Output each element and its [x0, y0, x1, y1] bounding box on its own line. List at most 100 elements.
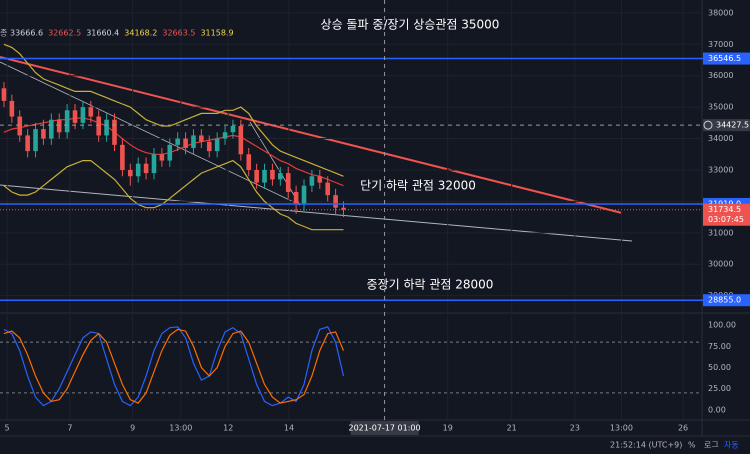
y-tick-label: 37000 [708, 40, 733, 49]
percent-button[interactable]: % [688, 441, 696, 450]
osc-tick-label: 75.00 [708, 342, 731, 351]
indicator-value: 33666.6 [10, 29, 43, 38]
x-tick-label: 23 [570, 424, 580, 433]
candle-body [262, 169, 267, 183]
auto-button[interactable]: 자동 [724, 441, 739, 450]
candle-body [317, 176, 323, 183]
osc-line [3, 326, 345, 407]
indicator-value: 32662.5 [48, 29, 81, 38]
candle-body [159, 154, 165, 161]
x-tick-label: 13:00 [610, 424, 633, 433]
y-tick-label: 36000 [708, 71, 733, 80]
level-label: 36546.5 [708, 54, 741, 63]
candle-body [64, 110, 70, 133]
candle-body [309, 176, 315, 186]
candle-body [1, 88, 7, 101]
log-button[interactable]: 로그 [704, 441, 719, 450]
last-price-bg [703, 203, 750, 226]
candle-body [127, 169, 133, 177]
candle-body [254, 169, 259, 183]
candle-body [285, 173, 291, 192]
candle-body [33, 129, 38, 152]
candle-body [17, 116, 23, 136]
indicator-value: 31660.4 [86, 29, 119, 38]
candle-body [25, 135, 30, 152]
y-tick-label: 33000 [708, 165, 733, 174]
candle-body [325, 182, 331, 196]
indicator-line [3, 117, 344, 187]
candle-body [238, 125, 244, 155]
annotation: 중장기 하락 관점 28000 [367, 278, 494, 292]
trend-line [249, 121, 301, 206]
candle-body [206, 141, 212, 152]
indicator-line [3, 159, 344, 231]
candle-body [135, 163, 141, 177]
indicator-value: 34168.2 [124, 29, 157, 38]
crosshair-label-bg [703, 119, 750, 132]
x-tick-label: 26 [678, 424, 688, 433]
candle-body [72, 110, 78, 123]
x-tick-label: 9 [130, 424, 135, 433]
candle-body [246, 154, 252, 170]
candle-body [191, 135, 196, 148]
indicator-prefix: 종 [0, 29, 7, 38]
candle-body [151, 154, 157, 174]
y-tick-label: 35000 [708, 103, 733, 112]
x-tick-label: 12 [223, 424, 233, 433]
countdown: 03:07:45 [708, 215, 744, 224]
candle-body [230, 125, 236, 133]
x-tick-label: 21 [507, 424, 517, 433]
crosshair-time-bg [350, 421, 419, 435]
candle-body [56, 119, 62, 133]
trend-line [0, 184, 633, 242]
candle-body [41, 129, 46, 139]
annotation: 단기 하락 관점 32000 [360, 179, 476, 193]
osc-tick-label: 50.00 [708, 363, 731, 372]
osc-tick-label: 25.00 [708, 384, 731, 393]
osc-line [3, 328, 345, 404]
y-tick-label: 30000 [708, 260, 733, 269]
candle-body [49, 119, 54, 139]
candle-body [199, 135, 204, 142]
level-label-bg [703, 294, 750, 307]
crosshair-time: 2021-07-17 01:00 [349, 424, 421, 433]
indicator-value: 31158.9 [200, 29, 233, 38]
crosshair-label: 34427.5 [716, 121, 749, 130]
y-tick-label: 34000 [708, 134, 733, 143]
candle-body [183, 138, 188, 148]
candle-body [222, 132, 228, 139]
level-label-bg [703, 52, 750, 65]
osc-tick-label: 100.00 [708, 321, 736, 330]
crosshair-plus [703, 120, 713, 130]
x-tick-label: 19 [443, 424, 453, 433]
candle-body [175, 138, 180, 145]
candle-body [293, 191, 299, 205]
indicator-line [3, 43, 344, 177]
indicator-value: 32663.5 [162, 29, 195, 38]
candle-body [104, 119, 109, 136]
candle-body [341, 207, 346, 210]
candle-body [270, 169, 275, 180]
trend-line [0, 56, 623, 214]
candle-body [143, 163, 149, 174]
candle-body [167, 144, 173, 161]
x-tick-label: 7 [67, 424, 72, 433]
candle-body [278, 173, 283, 180]
x-tick-label: 5 [5, 424, 10, 433]
clock: 21:52:14 (UTC+9) [610, 441, 682, 450]
candle-body [120, 144, 125, 170]
y-tick-label: 31000 [708, 228, 733, 237]
level-label: 28855.0 [708, 296, 741, 305]
candle-body [88, 107, 94, 117]
candle-body [214, 138, 220, 152]
annotation: 상승 돌파 중/장기 상승관점 35000 [321, 18, 500, 32]
candle-body [112, 119, 117, 145]
x-tick-label: 13:00 [169, 424, 192, 433]
y-tick-label: 38000 [708, 8, 733, 17]
candle-body [333, 195, 338, 208]
x-tick-label: 14 [284, 424, 294, 433]
candle-body [9, 100, 15, 117]
candle-body [301, 185, 307, 205]
candle-body [80, 107, 86, 123]
